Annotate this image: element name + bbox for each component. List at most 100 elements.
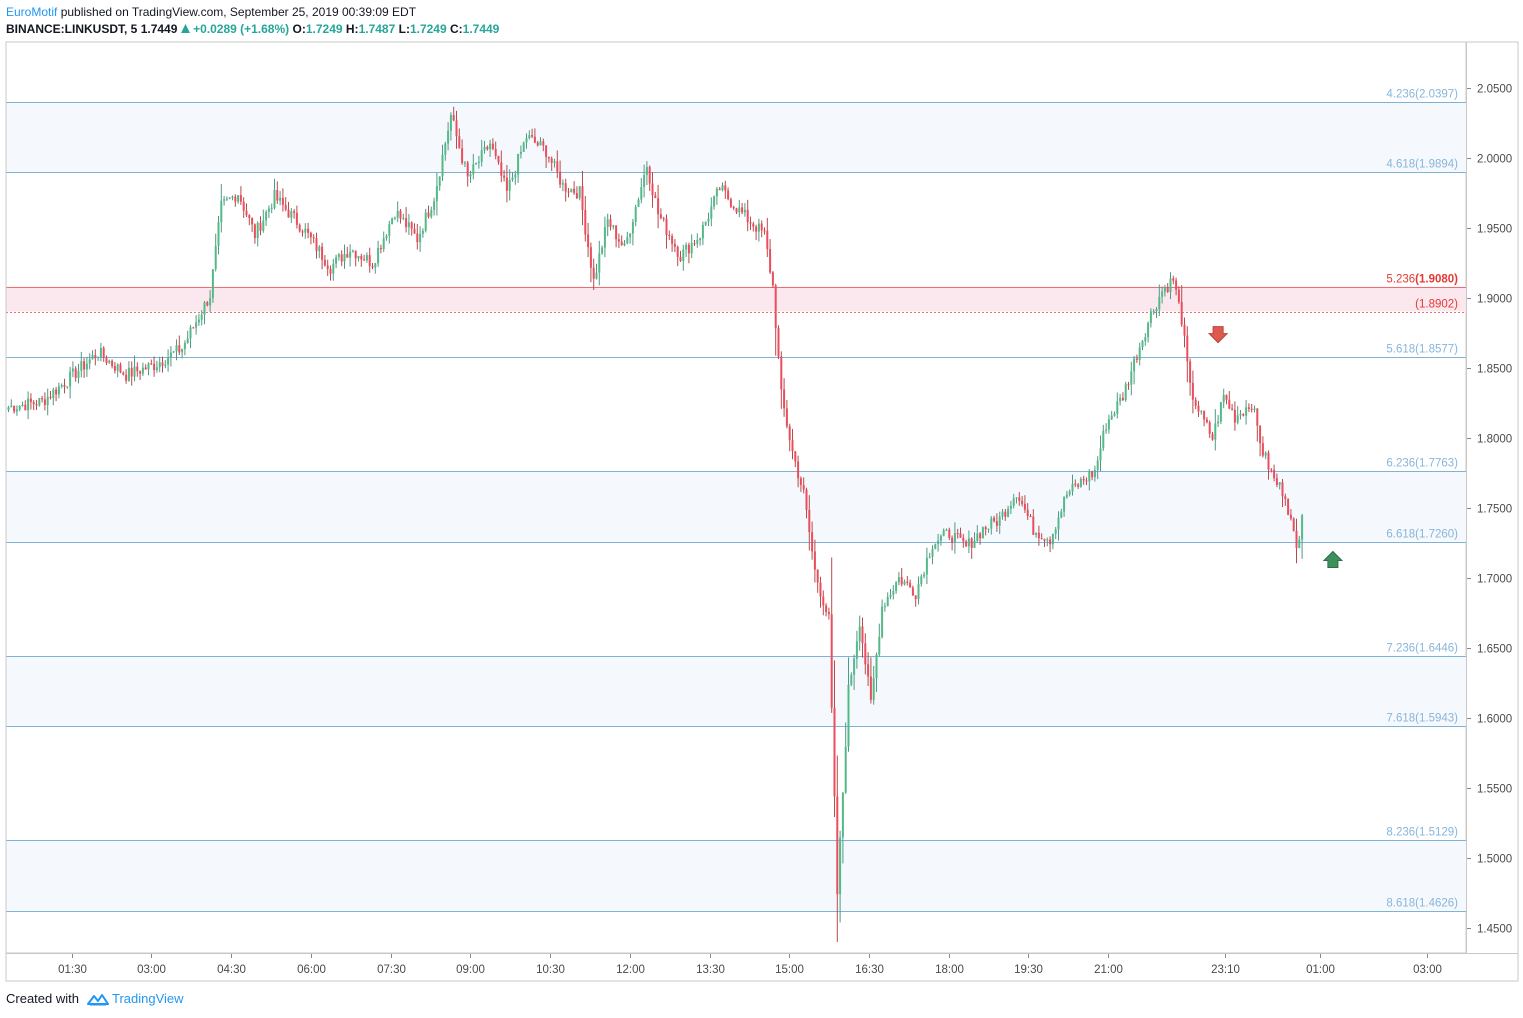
candle[interactable] [813, 539, 816, 583]
candle[interactable] [74, 366, 77, 382]
candle[interactable] [508, 169, 511, 201]
candle[interactable] [18, 405, 21, 412]
candle[interactable] [1278, 482, 1281, 490]
candle[interactable] [1281, 478, 1284, 508]
candle[interactable] [911, 585, 914, 596]
candle[interactable] [441, 144, 444, 181]
candle[interactable] [620, 235, 623, 246]
candle[interactable] [528, 130, 531, 140]
candle[interactable] [755, 224, 758, 241]
arrow-down-icon[interactable] [1207, 326, 1229, 344]
candle[interactable] [1161, 286, 1164, 304]
candle[interactable] [1186, 326, 1189, 383]
candle[interactable] [228, 196, 231, 200]
candle[interactable] [1007, 505, 1010, 518]
candle[interactable] [304, 223, 307, 239]
candle[interactable] [318, 245, 321, 259]
candle[interactable] [659, 208, 662, 220]
candle[interactable] [752, 221, 755, 232]
candle[interactable] [889, 589, 892, 600]
candle[interactable] [494, 141, 497, 160]
candle[interactable] [102, 346, 105, 362]
candle[interactable] [158, 356, 161, 373]
candle[interactable] [503, 170, 506, 182]
candle[interactable] [295, 205, 298, 229]
candle[interactable] [1121, 392, 1124, 402]
candle[interactable] [172, 351, 175, 354]
candle[interactable] [94, 349, 97, 366]
candle[interactable] [10, 399, 13, 408]
candle[interactable] [886, 592, 889, 607]
candle[interactable] [430, 206, 433, 219]
candle[interactable] [466, 160, 469, 187]
candle[interactable] [1029, 513, 1032, 518]
candle[interactable] [38, 397, 41, 407]
candle[interactable] [66, 386, 69, 389]
candle[interactable] [41, 395, 44, 403]
candle[interactable] [477, 155, 480, 169]
candle[interactable] [183, 340, 186, 356]
candle[interactable] [741, 202, 744, 215]
candle[interactable] [435, 172, 438, 216]
candle[interactable] [945, 528, 948, 531]
candle[interactable] [1205, 417, 1208, 424]
candle[interactable] [1183, 317, 1186, 348]
candle[interactable] [998, 511, 1001, 534]
candle[interactable] [973, 532, 976, 548]
candle[interactable] [701, 221, 704, 246]
candle[interactable] [133, 355, 136, 382]
candle[interactable] [522, 141, 525, 152]
candle[interactable] [746, 199, 749, 232]
candle[interactable] [1004, 509, 1007, 521]
candle[interactable] [853, 654, 856, 690]
candle[interactable] [1018, 492, 1021, 506]
candle[interactable] [525, 133, 528, 149]
candle[interactable] [127, 361, 130, 382]
candle[interactable] [178, 335, 181, 355]
candle[interactable] [589, 242, 592, 283]
candle[interactable] [749, 216, 752, 230]
candle[interactable] [1245, 399, 1248, 425]
candle[interactable] [979, 532, 982, 545]
candle[interactable] [365, 252, 368, 263]
candle[interactable] [1091, 470, 1094, 481]
candle[interactable] [760, 220, 763, 238]
candle[interactable] [811, 521, 814, 560]
candle[interactable] [1065, 490, 1068, 499]
candle[interactable] [71, 361, 74, 378]
candle[interactable] [424, 208, 427, 233]
candle[interactable] [1292, 517, 1295, 532]
candle[interactable] [301, 229, 304, 237]
candle[interactable] [539, 137, 542, 146]
candle[interactable] [892, 585, 895, 600]
candle[interactable] [55, 387, 58, 402]
candle[interactable] [113, 361, 116, 374]
candle[interactable] [965, 539, 968, 547]
candle[interactable] [626, 231, 629, 245]
candle[interactable] [1242, 413, 1245, 417]
candle[interactable] [309, 231, 312, 245]
candle[interactable] [421, 228, 424, 238]
candle[interactable] [385, 234, 388, 241]
candle[interactable] [1144, 333, 1147, 346]
candle[interactable] [192, 326, 195, 329]
candle[interactable] [1236, 406, 1239, 425]
candle[interactable] [209, 290, 212, 313]
candle[interactable] [682, 244, 685, 271]
candle[interactable] [917, 576, 920, 605]
candle[interactable] [984, 525, 987, 536]
candle[interactable] [536, 140, 539, 147]
candle[interactable] [839, 830, 842, 923]
candle[interactable] [721, 182, 724, 192]
candle[interactable] [1096, 456, 1099, 480]
candle[interactable] [928, 552, 931, 559]
candle[interactable] [612, 224, 615, 230]
candle[interactable] [321, 242, 324, 270]
candle[interactable] [346, 246, 349, 258]
candle[interactable] [1261, 436, 1264, 458]
candle[interactable] [629, 233, 632, 244]
candle[interactable] [203, 300, 206, 325]
candle[interactable] [63, 378, 66, 394]
candle[interactable] [161, 356, 164, 373]
candle[interactable] [533, 128, 536, 144]
